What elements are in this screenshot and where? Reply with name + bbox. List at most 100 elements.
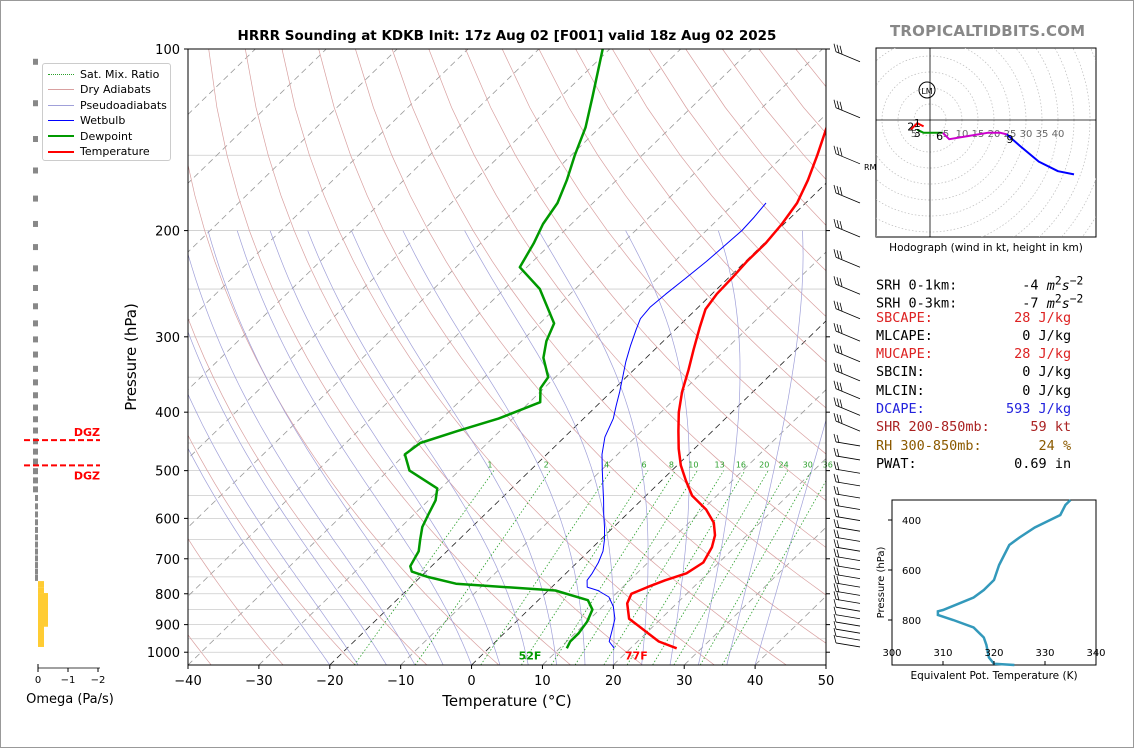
- legend-label: Pseudoadiabats: [80, 98, 167, 112]
- barb-flag: [833, 519, 837, 528]
- barb-staff: [835, 599, 861, 604]
- barb-flag: [833, 343, 837, 352]
- omega-bar: [35, 574, 38, 581]
- mixing-ratio-label: 8: [669, 461, 674, 470]
- mixing-ratio-line: [353, 470, 495, 665]
- barb-staff: [835, 330, 861, 342]
- barb-flag: [833, 583, 837, 592]
- stat-row: RH 300-850mb: 24 %: [876, 437, 1083, 455]
- barb-staff: [835, 420, 861, 432]
- legend-swatch: [48, 135, 74, 137]
- wind-barb: [833, 300, 861, 320]
- dry-adiabat: [355, 49, 826, 644]
- omega-bar: [33, 351, 38, 358]
- stat-value: 593 J/kg: [1006, 401, 1072, 418]
- barb-flag: [833, 413, 837, 422]
- isotherm: [258, 113, 826, 665]
- wind-barb: [833, 184, 861, 204]
- profile-temperature: [625, 123, 826, 650]
- skewt-frame: [187, 48, 827, 666]
- theta-e-line: [936, 499, 1072, 667]
- barb-staff: [835, 388, 861, 400]
- dry-adiabat: [281, 49, 715, 665]
- y-tick-label: 600: [155, 512, 180, 527]
- wind-barb: [833, 583, 861, 596]
- surface-label: 77F: [625, 650, 648, 663]
- stat-row: MLCAPE: 0 J/kg: [876, 327, 1083, 345]
- hodo-segment: [910, 122, 925, 131]
- barb-staff: [835, 556, 861, 562]
- omega-bar: [35, 519, 38, 526]
- dry-adiabat: [428, 49, 826, 548]
- stat-row: SBCIN: 0 J/kg: [876, 363, 1083, 381]
- wind-barb: [833, 529, 861, 542]
- dgz-label: DGZ: [74, 469, 100, 482]
- stat-value: 28 J/kg: [1006, 309, 1072, 326]
- y-tick-label: 100: [155, 43, 180, 58]
- omega-bar: [35, 548, 38, 555]
- barb-staff: [835, 441, 861, 447]
- isotherm: [188, 49, 611, 460]
- y-tick-label: 500: [155, 465, 180, 480]
- barb-flag: [833, 599, 837, 608]
- omega-bar: [33, 392, 38, 399]
- legend-item: Dry Adiabats: [48, 83, 151, 97]
- barb-staff: [835, 107, 861, 119]
- barb-flag: [836, 146, 840, 155]
- omega-bar: [33, 100, 38, 107]
- barb-flag: [836, 277, 840, 286]
- omega-bar: [33, 244, 38, 251]
- profile-dewpoint: [403, 49, 604, 649]
- barb-flag: [836, 567, 840, 576]
- stat-row: MUCAPE: 28 J/kg: [876, 345, 1083, 363]
- pseudoadiabat: [188, 252, 416, 665]
- barb-staff: [835, 192, 861, 204]
- omega-bar: [35, 494, 38, 501]
- theta-e-ytick-label: 800: [902, 616, 921, 627]
- pseudoadiabat: [207, 230, 444, 665]
- wind-barb: [833, 599, 861, 612]
- skewt-inner: [188, 49, 826, 665]
- barb-flag: [836, 584, 840, 593]
- omega-bar: [35, 534, 38, 541]
- dry-adiabat: [208, 49, 571, 665]
- mixing-ratio-label: 1: [487, 461, 492, 470]
- stat-label: MLCIN:: [876, 382, 1007, 399]
- omega-bar: [35, 541, 38, 548]
- wind-barb: [833, 461, 861, 474]
- barb-flag: [833, 473, 837, 482]
- hodo-ring-label: 35: [1036, 129, 1049, 140]
- barb-flag: [836, 219, 840, 229]
- mixing-ratio-label: 36: [823, 461, 833, 470]
- y-tick-label: 700: [155, 553, 180, 568]
- omega-bar: [38, 615, 48, 622]
- barb-flag: [839, 364, 843, 374]
- dry-adiabat: [188, 434, 356, 665]
- stat-unit: m2s−2: [1046, 292, 1084, 312]
- wind-barb: [833, 621, 861, 634]
- barb-flag: [836, 498, 840, 507]
- omega-bar: [38, 587, 44, 594]
- barb-staff: [835, 642, 861, 648]
- x-axis-label: Temperature (°C): [441, 692, 571, 710]
- barb-flag: [833, 43, 837, 52]
- brand-watermark: TROPICALTIDBITS.COM: [890, 22, 1086, 40]
- omega-bar: [33, 365, 38, 372]
- wind-barb: [833, 145, 861, 165]
- legend-swatch: [48, 89, 74, 90]
- pseudoadiabat: [538, 230, 649, 665]
- barb-flag: [836, 185, 840, 195]
- omega-bar: [33, 320, 38, 327]
- storm-lm-label: LM: [921, 87, 932, 96]
- wind-barb: [833, 613, 861, 627]
- barb-staff: [835, 153, 861, 165]
- barb-flag: [833, 397, 837, 406]
- stat-label: MLCAPE:: [876, 327, 1007, 344]
- barb-flag: [839, 278, 843, 287]
- wind-barb: [833, 508, 861, 521]
- omega-bar: [33, 195, 38, 202]
- pseudoadiabat: [625, 230, 690, 665]
- stat-label: DCAPE:: [876, 401, 1007, 418]
- barb-staff: [835, 283, 861, 295]
